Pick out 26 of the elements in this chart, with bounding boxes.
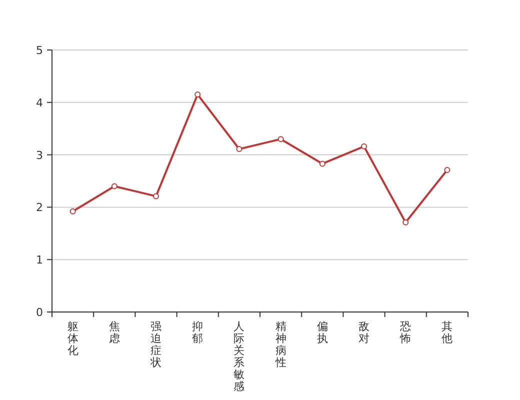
y-tick-label: 0: [36, 306, 43, 319]
point: [319, 160, 326, 167]
point: [402, 219, 409, 226]
x-tick-label: 抑郁: [192, 320, 204, 345]
y-tick-label: 1: [36, 254, 43, 267]
point: [111, 183, 118, 190]
x-tick-label: 其他: [442, 320, 453, 345]
point: [70, 208, 76, 214]
y-tick-label: 5: [36, 44, 43, 57]
x-tick-label: 躯体化: [67, 320, 78, 357]
point: [444, 166, 450, 173]
x-tick-label: 焦虑: [108, 320, 120, 345]
y-tick-label: 3: [36, 148, 43, 162]
x-tick-label: 敌对: [358, 320, 370, 345]
point: [361, 143, 367, 150]
point: [278, 136, 284, 142]
point: [236, 146, 242, 152]
x-tick-label: 强迫症状: [150, 320, 162, 369]
x-tick-label: 精神病性: [274, 320, 286, 369]
point: [194, 92, 201, 98]
x-tick-label: 偏执: [316, 320, 328, 345]
x-tick-label: 人际关系敏感: [234, 320, 245, 393]
x-tick-label: 恐怖: [399, 320, 412, 345]
y-tick-label: 4: [36, 96, 43, 110]
y-tick-label: 2: [36, 201, 43, 214]
point: [153, 193, 159, 200]
